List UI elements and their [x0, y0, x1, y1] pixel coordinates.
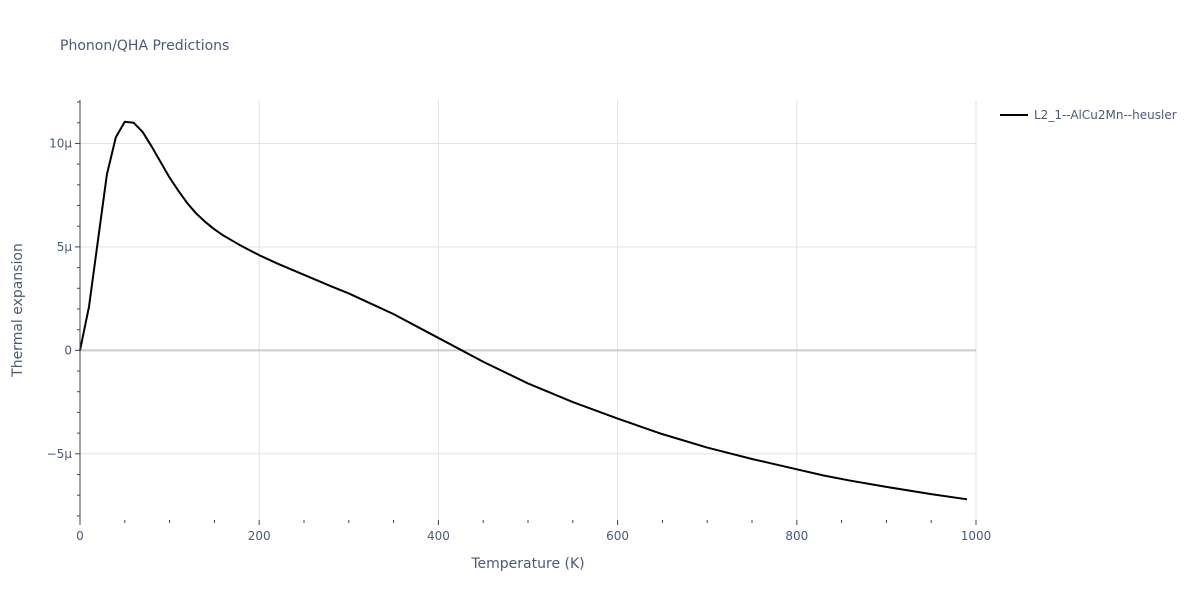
plot-lines [79, 120, 968, 501]
x-tick-label: 400 [427, 529, 450, 543]
legend-item-label[interactable]: L2_1--AlCu2Mn--heusler [1034, 108, 1177, 122]
y-tick-label: −5μ [47, 447, 73, 461]
y-tick-label: 5μ [57, 240, 73, 254]
x-tick-label: 200 [248, 529, 271, 543]
x-tick-label: 0 [76, 529, 84, 543]
y-axis-title: Thermal expansion [10, 243, 26, 378]
y-minor-ticks [75, 101, 977, 525]
x-tick-labels: 0 200 400 600 800 1000 [76, 529, 991, 543]
series-line [79, 120, 968, 501]
x-tick-label: 800 [785, 529, 808, 543]
y-tick-labels: −5μ 0 5μ 10μ [47, 136, 73, 460]
x-tick-label: 600 [606, 529, 629, 543]
legend[interactable]: L2_1--AlCu2Mn--heusler [1000, 108, 1177, 122]
x-tick-label: 1000 [961, 529, 992, 543]
x-gridlines [258, 100, 977, 520]
y-tick-label: 0 [64, 343, 72, 357]
x-axis-title: Temperature (K) [470, 556, 584, 572]
y-gridlines [80, 142, 976, 455]
chart-title: Phonon/QHA Predictions [60, 38, 229, 54]
y-tick-label: 10μ [49, 136, 72, 150]
